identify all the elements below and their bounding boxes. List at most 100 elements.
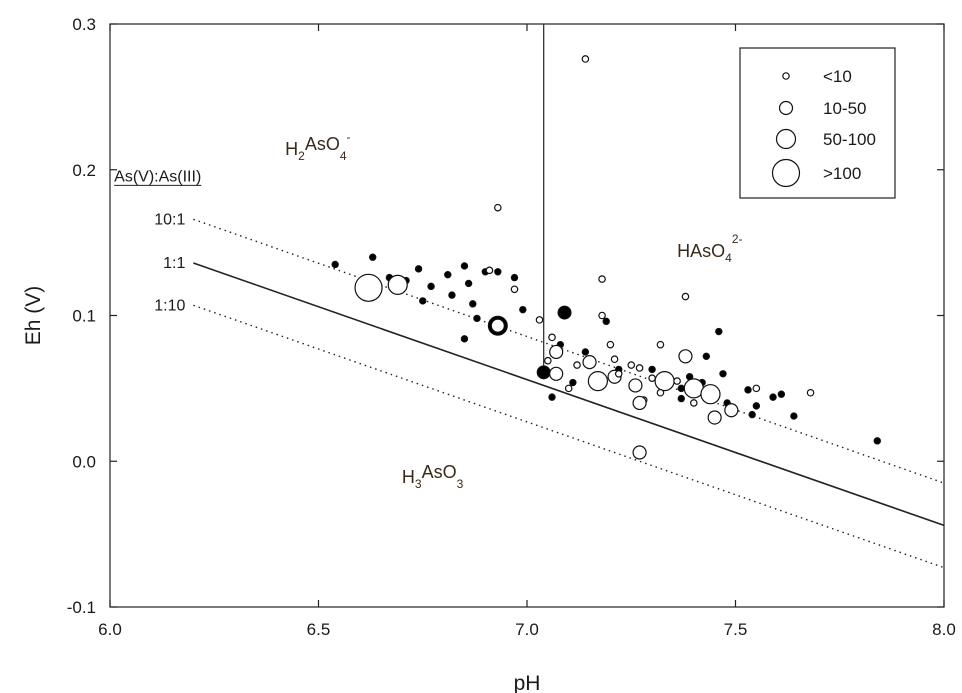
data-point-filled bbox=[460, 262, 469, 270]
ratio-line-2 bbox=[193, 304, 944, 569]
ratio-line-1 bbox=[193, 262, 944, 527]
data-point-filled bbox=[494, 268, 502, 276]
data-point-open bbox=[573, 361, 581, 369]
region-label-part: 4 bbox=[340, 149, 347, 163]
region-label-1: HAsO42- bbox=[677, 232, 742, 265]
region-label-part: 3 bbox=[457, 477, 464, 491]
data-point-open bbox=[656, 340, 665, 349]
data-point-filled bbox=[419, 297, 427, 305]
data-point-filled bbox=[602, 317, 610, 326]
data-point-filled bbox=[769, 393, 777, 401]
data-point-open bbox=[656, 388, 665, 397]
ratio-label-0: 10:1 bbox=[154, 211, 185, 228]
data-point-open bbox=[548, 333, 556, 342]
data-point-filled bbox=[460, 335, 469, 343]
data-point-filled bbox=[748, 410, 756, 419]
data-point-filled bbox=[752, 402, 761, 410]
data-point-open bbox=[632, 395, 647, 411]
data-point-filled bbox=[510, 273, 519, 282]
ratio-lines-layer bbox=[193, 218, 944, 569]
data-point-open bbox=[606, 340, 615, 349]
data-point-open bbox=[598, 311, 606, 320]
data-point-open bbox=[387, 274, 408, 295]
data-point-open bbox=[632, 445, 647, 460]
data-point-open bbox=[610, 355, 619, 364]
data-point-open bbox=[654, 370, 675, 392]
ratio-label-2: 1:10 bbox=[154, 297, 185, 314]
legend-marker bbox=[782, 72, 790, 80]
data-point-open bbox=[587, 370, 608, 392]
region-label-part: 3 bbox=[415, 477, 422, 491]
data-point-open bbox=[689, 399, 698, 407]
data-point-open bbox=[564, 384, 573, 393]
data-point-open bbox=[535, 316, 544, 324]
data-point-filled bbox=[677, 394, 685, 403]
legend-label: >100 bbox=[823, 164, 861, 183]
data-point-open bbox=[724, 403, 739, 418]
region-label-part: AsO bbox=[422, 462, 457, 482]
region-label-part: 2 bbox=[298, 149, 305, 163]
data-point-filled bbox=[557, 305, 572, 320]
data-point-open bbox=[700, 384, 721, 405]
data-point-filled bbox=[548, 393, 556, 401]
data-point-open bbox=[678, 349, 693, 364]
ratio-heading: As(V):As(III) bbox=[114, 168, 201, 185]
data-point-filled bbox=[464, 279, 473, 288]
data-point-filled bbox=[677, 384, 685, 393]
region-label-part: AsO bbox=[305, 134, 340, 154]
data-point-filled bbox=[648, 365, 656, 374]
legend-label: 10-50 bbox=[823, 99, 866, 118]
region-label-part: H bbox=[402, 467, 415, 487]
region-label-part: H bbox=[285, 139, 298, 159]
legend: <10 10-50 50-100 >100 bbox=[739, 47, 896, 199]
region-label-part: 4 bbox=[725, 251, 732, 265]
data-point-open bbox=[707, 410, 722, 425]
data-point-filled bbox=[790, 412, 798, 420]
data-point-filled bbox=[719, 370, 727, 378]
y-axis-title: Eh (V) bbox=[22, 286, 45, 346]
data-point-filled bbox=[777, 390, 786, 398]
data-point-open bbox=[490, 318, 505, 333]
x-tick-label: 8.0 bbox=[932, 620, 956, 639]
data-point-open bbox=[354, 273, 383, 302]
data-point-open bbox=[806, 388, 815, 397]
y-tick-label: 0.2 bbox=[72, 161, 96, 180]
x-axis-title: pH bbox=[514, 672, 541, 693]
data-point-open bbox=[544, 356, 552, 365]
y-tick-label: 0.3 bbox=[72, 15, 96, 34]
data-point-open bbox=[485, 266, 494, 275]
data-point-open bbox=[582, 355, 597, 370]
x-tick-label: 6.5 bbox=[307, 620, 331, 639]
data-point-open bbox=[549, 366, 564, 381]
x-tick-label: 7.0 bbox=[515, 620, 539, 639]
data-point-open bbox=[581, 55, 590, 63]
data-point-open bbox=[598, 275, 606, 283]
legend-marker bbox=[775, 128, 797, 150]
data-point-open bbox=[549, 344, 564, 360]
data-point-open bbox=[627, 361, 636, 369]
x-tick-label: 7.5 bbox=[724, 620, 748, 639]
data-point-filled bbox=[569, 378, 577, 387]
region-label-part: HAsO bbox=[677, 241, 725, 261]
legend-box bbox=[739, 47, 896, 199]
y-tick-label: 0.1 bbox=[72, 307, 96, 326]
data-point-filled bbox=[444, 270, 452, 279]
region-label-part: 2- bbox=[732, 232, 743, 246]
data-point-open bbox=[628, 378, 643, 393]
data-point-filled bbox=[427, 282, 435, 291]
legend-label: <10 bbox=[823, 67, 852, 86]
region-label-part: - bbox=[347, 130, 351, 144]
axes-layer: 6.0 6.5 7.0 7.5 8.0 -0.1 0.0 0.1 0.2 0.3 pH Eh (V) bbox=[22, 15, 956, 693]
data-point-filled bbox=[536, 365, 551, 380]
data-point-open bbox=[681, 292, 690, 301]
data-point-open bbox=[614, 369, 623, 378]
y-tick-label: -0.1 bbox=[67, 598, 96, 617]
data-point-open bbox=[673, 377, 681, 385]
legend-marker bbox=[778, 100, 794, 116]
labels-layer: 10:11:11:10As(V):As(III)H2AsO4-HAsO42-H3… bbox=[114, 130, 742, 491]
data-point-filled bbox=[702, 352, 711, 361]
data-point-open bbox=[648, 374, 656, 382]
y-tick-label: 0.0 bbox=[72, 452, 96, 471]
data-point-filled bbox=[369, 253, 377, 261]
